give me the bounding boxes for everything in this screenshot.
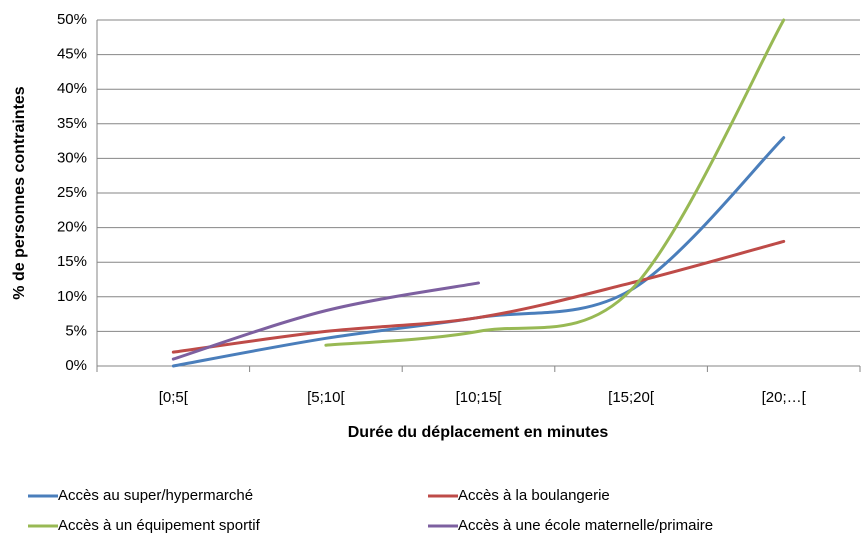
x-axis-title: Durée du déplacement en minutes [348,424,609,441]
y-tick-label: 15% [57,253,87,270]
x-tick-label: [0;5[ [159,389,189,406]
y-tick-label: 5% [65,322,87,339]
y-tick-label: 0% [65,357,87,374]
y-tick-label: 30% [57,149,87,166]
series-line [171,281,480,361]
x-tick-label: [10;15[ [456,389,503,406]
y-tick-label: 40% [57,80,87,97]
y-tick-label: 20% [57,219,87,236]
series-line [171,239,786,354]
y-axis-title: % de personnes contraintes [11,86,28,299]
legend-label: Accès au super/hypermarché [58,487,253,504]
y-tick-label: 50% [57,11,87,28]
x-tick-label: [5;10[ [307,389,345,406]
legend-label: Accès à la boulangerie [458,487,610,504]
series-line [324,18,786,347]
legend-label: Accès à une école maternelle/primaire [458,517,713,534]
legend-label: Accès à un équipement sportif [58,517,261,534]
y-tick-label: 10% [57,288,87,305]
y-tick-label: 25% [57,184,87,201]
x-tick-label: [15;20[ [608,389,655,406]
x-tick-label: [20;…[ [762,389,807,406]
y-tick-label: 35% [57,115,87,132]
y-tick-label: 45% [57,46,87,63]
